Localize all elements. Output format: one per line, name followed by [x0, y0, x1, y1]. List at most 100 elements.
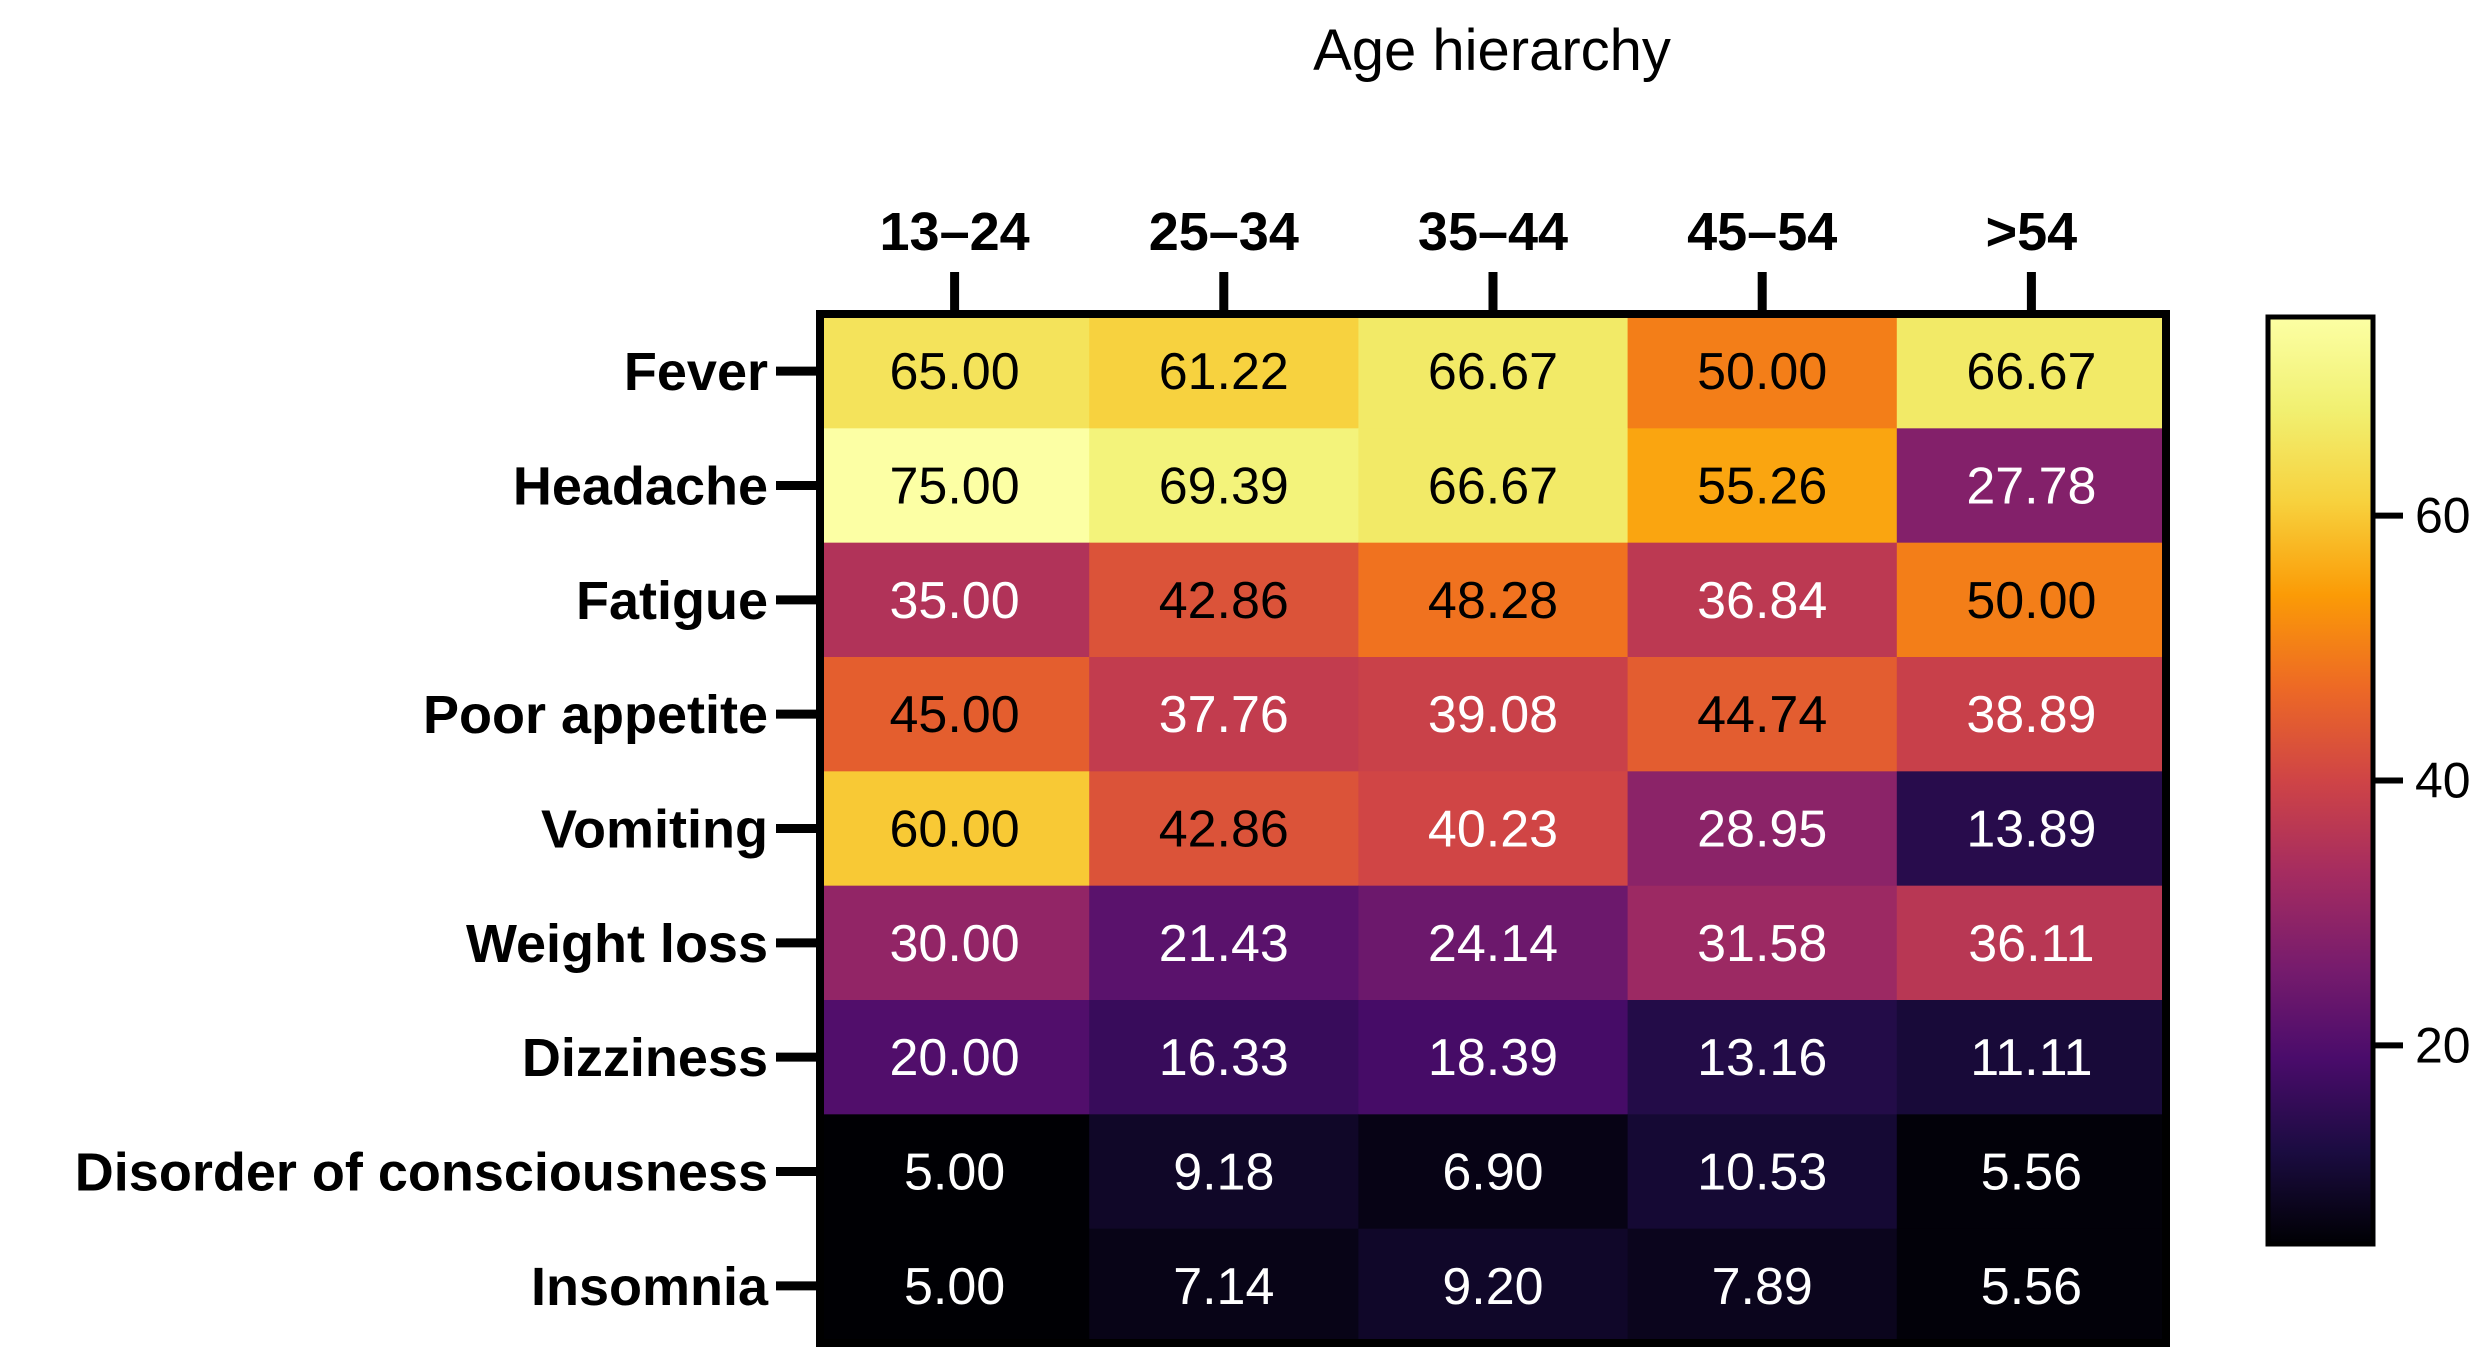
colorbar-ticks: 20 40 60: [2373, 488, 2471, 1073]
heatmap-cell: [1896, 1228, 2167, 1344]
cell-value-label: 39.08: [1428, 686, 1558, 744]
heatmap-cell: [1358, 1228, 1629, 1344]
heatmap-cell: [1627, 657, 1898, 772]
heatmap-cell: [1896, 771, 2167, 887]
cell-value-label: 66.67: [1428, 343, 1558, 401]
cell-value-label: 65.00: [890, 343, 1020, 401]
cell-value-label: 75.00: [890, 458, 1020, 516]
heatmap-cell: [1089, 771, 1359, 887]
heatmap-cell: [820, 428, 1090, 544]
cell-value-label: 16.33: [1159, 1029, 1289, 1087]
heatmap-cell: [1896, 1114, 2167, 1230]
cell-value-label: 50.00: [1966, 572, 2096, 630]
cell-value-label: 42.86: [1159, 572, 1289, 630]
heatmap-cell: [1627, 771, 1898, 887]
heatmap-cell: [1358, 1114, 1629, 1230]
heatmap-cell: [1896, 1000, 2167, 1115]
heatmap-cell: [1896, 542, 2167, 658]
heatmap-cell: [1627, 542, 1898, 658]
heatmap-cell: [1358, 657, 1629, 772]
row-label: Insomnia: [531, 1257, 769, 1317]
heatmap-cell: [1627, 1000, 1898, 1115]
cell-value-label: 20.00: [890, 1029, 1020, 1087]
cell-value-label: 27.78: [1966, 458, 2096, 516]
row-label: Dizziness: [522, 1028, 768, 1088]
heatmap-cell: [1089, 314, 1359, 429]
colorbar-gradient: [2265, 314, 2376, 1247]
heatmap-cell: [1089, 1000, 1359, 1115]
column-label: 45–54: [1687, 202, 1837, 262]
heatmap-cell: [1358, 1000, 1629, 1115]
heatmap-cells: 65.00 61.22 66.67 50.00 66.67 75.00 69.39 66.67…: [820, 314, 2167, 1344]
row-label: Weight loss: [466, 914, 768, 974]
cell-value-label: 5.56: [1981, 1258, 2082, 1316]
cell-value-label: 11.11: [1970, 1029, 2092, 1087]
cell-value-label: 35.00: [890, 572, 1020, 630]
heatmap-cell: [1896, 657, 2167, 772]
colorbar: 20 40 60: [2265, 314, 2471, 1247]
column-label: >54: [1986, 202, 2078, 262]
column-label: 13–24: [880, 202, 1030, 262]
heatmap-cell: [1627, 1228, 1898, 1344]
row-label: Disorder of consciousness: [75, 1143, 768, 1203]
colorbar-tick-label: 60: [2415, 488, 2471, 544]
cell-value-label: 5.56: [1981, 1144, 2082, 1202]
cell-value-label: 37.76: [1159, 686, 1289, 744]
heatmap-cell: [1089, 1228, 1359, 1344]
cell-value-label: 42.86: [1159, 801, 1289, 859]
cell-value-label: 36.84: [1697, 572, 1827, 630]
row-label: Poor appetite: [423, 685, 768, 745]
cell-value-label: 18.39: [1428, 1029, 1558, 1087]
heatmap-cell: [1089, 1114, 1359, 1230]
cell-value-label: 13.89: [1966, 801, 2096, 859]
row-label: Fatigue: [576, 571, 768, 631]
cell-value-label: 61.22: [1159, 343, 1289, 401]
column-labels: 13–24 25–34 35–44 45–54 >54: [880, 202, 2078, 314]
cell-value-label: 9.20: [1442, 1258, 1543, 1316]
heatmap-cell: [820, 542, 1090, 658]
heatmap-cell: [820, 657, 1090, 772]
heatmap-cell: [1358, 314, 1629, 429]
cell-value-label: 38.89: [1966, 686, 2096, 744]
heatmap-cell: [820, 885, 1090, 1001]
plot-border: [816, 310, 2170, 1347]
cell-value-label: 30.00: [890, 915, 1020, 973]
cell-value-label: 45.00: [890, 686, 1020, 744]
heatmap-cell: [1089, 428, 1359, 544]
cell-value-label: 5.00: [904, 1144, 1005, 1202]
column-label: 25–34: [1149, 202, 1299, 262]
row-labels: Fever Headache Fatigue Poor appetite Vomitin…: [75, 342, 820, 1317]
cell-value-label: 13.16: [1697, 1029, 1827, 1087]
heatmap-cell: [1358, 885, 1629, 1001]
heatmap-cell: [1358, 428, 1629, 544]
heatmap-cell: [820, 1228, 1090, 1344]
heatmap-cell: [1089, 542, 1359, 658]
cell-value-label: 66.67: [1428, 458, 1558, 516]
chart-title: Age hierarchy: [1313, 18, 1671, 83]
heatmap-cell: [1089, 657, 1359, 772]
cell-value-label: 31.58: [1697, 915, 1827, 973]
heatmap-cell: [820, 314, 1090, 429]
cell-value-label: 7.14: [1173, 1258, 1274, 1316]
cell-value-label: 9.18: [1173, 1144, 1274, 1202]
heatmap-cell: [820, 771, 1090, 887]
cell-value-label: 40.23: [1428, 801, 1558, 859]
cell-value-label: 24.14: [1428, 915, 1558, 973]
cell-value-label: 28.95: [1697, 801, 1827, 859]
cell-value-label: 36.11: [1968, 915, 2094, 973]
row-label: Headache: [513, 457, 768, 517]
heatmap-cell: [1627, 885, 1898, 1001]
colorbar-tick-label: 40: [2415, 753, 2471, 809]
colorbar-tick-label: 20: [2415, 1017, 2471, 1073]
heatmap-cell: [1627, 428, 1898, 544]
heatmap-cell: [1627, 1114, 1898, 1230]
heatmap-cell: [1358, 542, 1629, 658]
cell-value-label: 5.00: [904, 1258, 1005, 1316]
cell-value-label: 55.26: [1697, 458, 1827, 516]
cell-value-label: 7.89: [1712, 1258, 1813, 1316]
row-label: Vomiting: [541, 800, 768, 860]
cell-value-label: 48.28: [1428, 572, 1558, 630]
cell-value-label: 69.39: [1159, 458, 1289, 516]
cell-value-label: 66.67: [1966, 343, 2096, 401]
